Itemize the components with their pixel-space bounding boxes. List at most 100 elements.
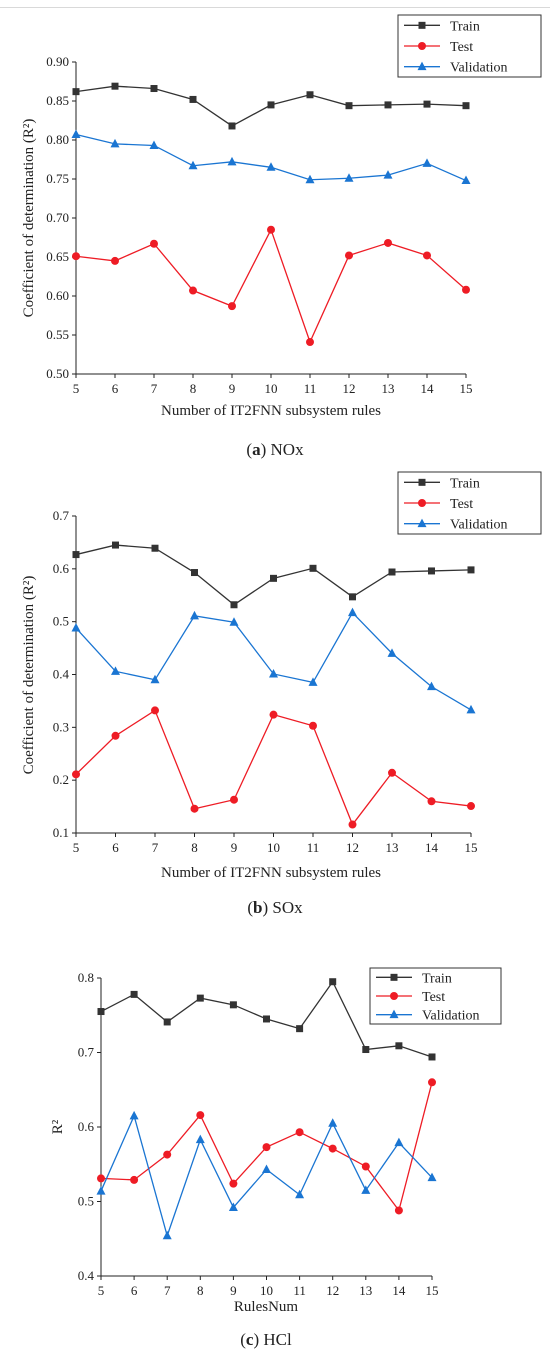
legend-label: Test bbox=[450, 40, 473, 55]
top-divider bbox=[0, 7, 550, 8]
y-tick-label: 0.5 bbox=[78, 1194, 94, 1209]
y-tick-label: 0.65 bbox=[46, 249, 69, 264]
data-point-train bbox=[423, 100, 431, 108]
data-point-validation bbox=[387, 648, 397, 657]
series-validation bbox=[96, 1110, 437, 1240]
legend-label: Test bbox=[422, 990, 445, 1005]
data-point-test bbox=[150, 239, 158, 248]
data-point-validation bbox=[344, 173, 354, 182]
data-point-test bbox=[423, 251, 431, 260]
y-tick-label: 0.75 bbox=[46, 171, 69, 186]
data-point-train bbox=[349, 593, 356, 601]
x-tick-label: 10 bbox=[260, 1283, 273, 1298]
data-point-validation bbox=[71, 623, 81, 632]
data-point-validation bbox=[461, 175, 471, 185]
data-point-train bbox=[467, 566, 475, 574]
legend-marker bbox=[418, 42, 426, 50]
data-point-train bbox=[384, 101, 392, 109]
chart-0: 0.50 0.55 0.60 0.65 0.70 0.75 0.80 0.85 0.90 5 6 7 8… bbox=[21, 14, 542, 459]
data-point-validation bbox=[427, 1172, 437, 1182]
data-point-validation bbox=[383, 170, 393, 179]
y-tick-label: 0.70 bbox=[46, 210, 69, 225]
data-point-test bbox=[262, 1143, 271, 1152]
y-tick-label: 0.80 bbox=[46, 132, 69, 147]
data-point-validation bbox=[227, 156, 237, 166]
data-point-test bbox=[384, 238, 392, 247]
series-train bbox=[72, 541, 475, 609]
x-tick-label: 15 bbox=[460, 381, 473, 396]
caption-name: NOx bbox=[271, 440, 305, 459]
data-point-test bbox=[427, 797, 436, 806]
data-point-validation bbox=[162, 1230, 172, 1240]
data-point-validation bbox=[427, 681, 436, 691]
data-point-validation bbox=[348, 607, 357, 617]
caption-name: SOx bbox=[272, 898, 303, 917]
data-point-train bbox=[362, 1046, 370, 1054]
data-point-test bbox=[228, 302, 236, 311]
data-point-test bbox=[229, 1179, 238, 1188]
x-tick-label: 15 bbox=[465, 840, 478, 855]
x-tick-label: 7 bbox=[151, 381, 158, 396]
data-point-validation bbox=[111, 666, 120, 675]
data-point-train bbox=[296, 1025, 304, 1033]
data-point-train bbox=[191, 569, 198, 577]
x-tick-label: 8 bbox=[191, 840, 198, 855]
data-point-validation bbox=[308, 677, 318, 686]
data-point-test bbox=[111, 731, 120, 740]
legend-label: Validation bbox=[450, 518, 508, 533]
data-point-train bbox=[230, 601, 238, 609]
y-tick-label: 0.60 bbox=[46, 288, 69, 303]
legend-marker bbox=[390, 973, 398, 981]
data-point-train bbox=[462, 102, 470, 110]
data-point-test bbox=[163, 1150, 172, 1159]
data-point-validation bbox=[305, 174, 315, 184]
y-tick-label: 0.3 bbox=[53, 719, 69, 734]
y-tick-label: 0.7 bbox=[78, 1045, 95, 1060]
data-point-train bbox=[428, 1053, 436, 1061]
data-point-validation bbox=[228, 1202, 238, 1211]
series-line-test bbox=[75, 228, 467, 344]
series-test bbox=[72, 225, 470, 347]
data-point-train bbox=[229, 1001, 237, 1009]
data-point-train bbox=[112, 541, 119, 549]
legend-marker bbox=[417, 61, 427, 71]
data-point-test bbox=[348, 820, 357, 829]
figure-caption: (c) HCl bbox=[240, 1330, 292, 1349]
y-tick-label: 0.6 bbox=[78, 1119, 95, 1134]
data-point-train bbox=[228, 122, 236, 130]
x-tick-label: 5 bbox=[73, 840, 80, 855]
data-point-test bbox=[111, 256, 119, 265]
data-point-test bbox=[230, 795, 238, 804]
y-tick-label: 0.90 bbox=[46, 54, 69, 69]
x-tick-label: 7 bbox=[152, 840, 159, 855]
x-axis-label: Number of IT2FNN subsystem rules bbox=[161, 865, 381, 881]
data-point-train bbox=[388, 568, 396, 576]
data-point-validation bbox=[129, 1110, 139, 1120]
series-train bbox=[97, 978, 436, 1061]
chart-2: 0.4 0.5 0.6 0.7 0.8 5 6 7 8 9 10 11 12 13 14 15 RulesNum… bbox=[50, 967, 502, 1349]
data-point-train bbox=[306, 91, 314, 99]
caption-letter: a bbox=[252, 440, 261, 459]
legend-marker bbox=[418, 478, 426, 486]
data-point-validation bbox=[361, 1185, 371, 1194]
legend-marker bbox=[389, 1009, 399, 1019]
legend-marker bbox=[418, 21, 426, 29]
data-point-validation bbox=[394, 1137, 404, 1147]
legend: Train Test Validation bbox=[397, 471, 542, 535]
figure-caption: (a) NOx bbox=[246, 440, 304, 459]
y-tick-label: 0.7 bbox=[53, 508, 70, 523]
series-test bbox=[97, 1078, 436, 1215]
x-tick-label: 8 bbox=[190, 381, 197, 396]
data-point-validation bbox=[328, 1118, 338, 1127]
caption-letter: c bbox=[246, 1330, 254, 1349]
x-tick-label: 10 bbox=[265, 381, 278, 396]
data-point-test bbox=[72, 252, 80, 261]
data-point-test bbox=[267, 225, 275, 234]
legend-marker bbox=[390, 992, 398, 1000]
x-tick-label: 9 bbox=[230, 1283, 237, 1298]
data-point-train bbox=[196, 994, 204, 1002]
y-tick-label: 0.8 bbox=[78, 970, 94, 985]
data-point-validation bbox=[188, 160, 198, 170]
data-point-test bbox=[428, 1078, 436, 1087]
